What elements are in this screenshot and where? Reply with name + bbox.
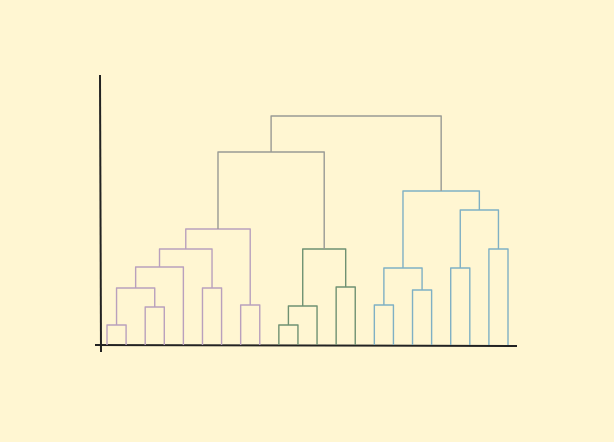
x-axis (94, 344, 518, 347)
y-axis (99, 74, 102, 353)
dendrogram-link (270, 115, 442, 191)
